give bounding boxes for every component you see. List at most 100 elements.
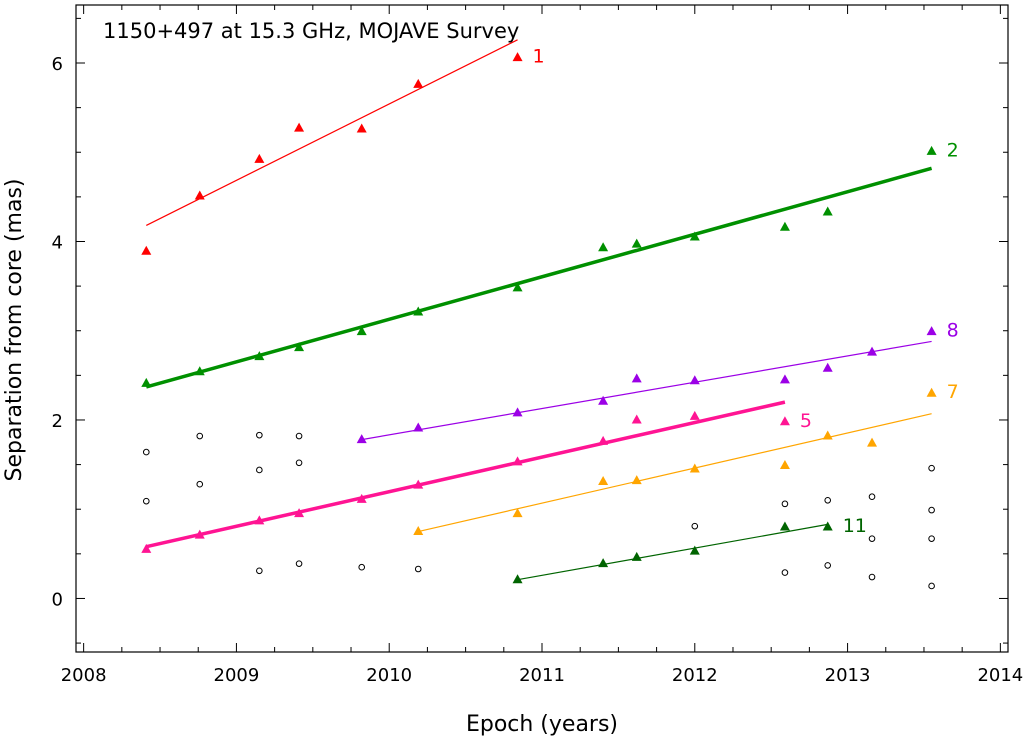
fit-line-8 <box>361 340 932 441</box>
point-2 <box>689 231 700 241</box>
unassigned-point <box>868 493 876 501</box>
point-11 <box>822 521 833 531</box>
point-5 <box>141 543 152 553</box>
point-11 <box>631 551 642 561</box>
unassigned-point <box>928 535 935 542</box>
fit-lines <box>145 39 933 581</box>
point-1 <box>512 52 523 62</box>
point-1 <box>141 245 152 255</box>
unassigned-point <box>358 563 366 571</box>
unassigned-point <box>691 522 699 530</box>
unassigned-point <box>295 560 303 567</box>
point-5 <box>194 529 205 539</box>
point-5 <box>689 410 700 420</box>
component-label-2: 2 <box>947 139 959 161</box>
data-markers <box>141 52 937 590</box>
point-11 <box>598 558 609 568</box>
point-5 <box>631 414 642 424</box>
unassigned-point <box>868 573 876 581</box>
point-8 <box>867 346 878 356</box>
x-tick-label: 2011 <box>519 665 565 686</box>
point-8 <box>631 373 642 383</box>
point-2 <box>254 351 265 361</box>
x-tick-label: 2009 <box>214 665 260 686</box>
x-tick-label: 2013 <box>825 665 871 686</box>
point-8 <box>689 375 700 385</box>
component-label-8: 8 <box>947 320 959 342</box>
unassigned-point <box>256 466 263 474</box>
unassigned-point <box>781 500 789 508</box>
point-7 <box>867 437 878 447</box>
point-2 <box>926 145 937 155</box>
point-11 <box>779 521 790 531</box>
point-7 <box>631 475 642 485</box>
x-tick-label: 2014 <box>977 665 1023 686</box>
point-2 <box>598 242 609 252</box>
point-1 <box>413 78 424 88</box>
unassigned-point <box>928 506 935 514</box>
y-tick-label: 2 <box>52 411 63 432</box>
plot-frame <box>75 4 1009 653</box>
y-tick-labels: 0 2 4 6 <box>52 54 63 610</box>
x-tick-labels: 2008 2009 2010 2011 2012 2013 2014 <box>61 665 1024 686</box>
x-tick-label: 2008 <box>61 665 107 686</box>
unassigned-point <box>256 567 263 575</box>
x-axis-title: Epoch (years) <box>466 712 618 737</box>
point-2 <box>294 342 305 352</box>
point-2 <box>141 377 152 387</box>
point-5 <box>413 479 424 489</box>
point-8 <box>822 362 833 372</box>
component-label-7: 7 <box>947 381 959 403</box>
point-5 <box>779 416 790 426</box>
unassigned-point <box>868 535 876 542</box>
component-label-11: 11 <box>843 515 867 537</box>
point-7 <box>689 463 700 473</box>
point-7 <box>926 387 937 397</box>
point-2 <box>194 366 205 376</box>
point-7 <box>413 526 424 536</box>
unassigned-point <box>824 496 832 504</box>
point-5 <box>598 435 609 445</box>
unassigned-point <box>196 480 204 488</box>
unassigned-point <box>414 565 422 573</box>
point-5 <box>294 508 305 518</box>
unassigned-point <box>142 497 150 505</box>
fit-line-11 <box>517 523 828 581</box>
point-7 <box>512 508 523 518</box>
y-axis-title: Separation from core (mas) <box>2 179 27 482</box>
point-2 <box>822 206 833 216</box>
component-label-5: 5 <box>800 410 812 432</box>
x-tick-label: 2012 <box>672 665 718 686</box>
unassigned-point <box>824 562 832 569</box>
fit-line-7 <box>418 413 932 533</box>
unassigned-point <box>781 569 789 576</box>
point-2 <box>631 238 642 248</box>
component-label-1: 1 <box>533 46 545 68</box>
y-tick-label: 0 <box>52 589 63 610</box>
point-2 <box>512 282 523 292</box>
point-1 <box>194 190 205 200</box>
unassigned-point <box>928 464 935 472</box>
y-tick-label: 4 <box>52 232 63 253</box>
unassigned-point <box>142 448 150 456</box>
point-8 <box>779 374 790 384</box>
point-5 <box>512 456 523 466</box>
point-8 <box>512 407 523 417</box>
x-tick-label: 2010 <box>366 665 412 686</box>
point-5 <box>356 493 367 503</box>
component-labels: 1 2 8 5 7 11 <box>533 46 959 537</box>
y-tick-label: 6 <box>52 54 63 75</box>
fit-line-5 <box>145 400 786 549</box>
axis-ticks <box>76 5 1008 652</box>
point-7 <box>598 476 609 486</box>
point-11 <box>689 545 700 555</box>
point-8 <box>356 434 367 444</box>
point-2 <box>356 326 367 336</box>
point-7 <box>822 430 833 440</box>
point-2 <box>779 221 790 231</box>
point-8 <box>926 326 937 336</box>
point-8 <box>598 395 609 405</box>
point-8 <box>413 422 424 432</box>
point-1 <box>356 123 367 133</box>
